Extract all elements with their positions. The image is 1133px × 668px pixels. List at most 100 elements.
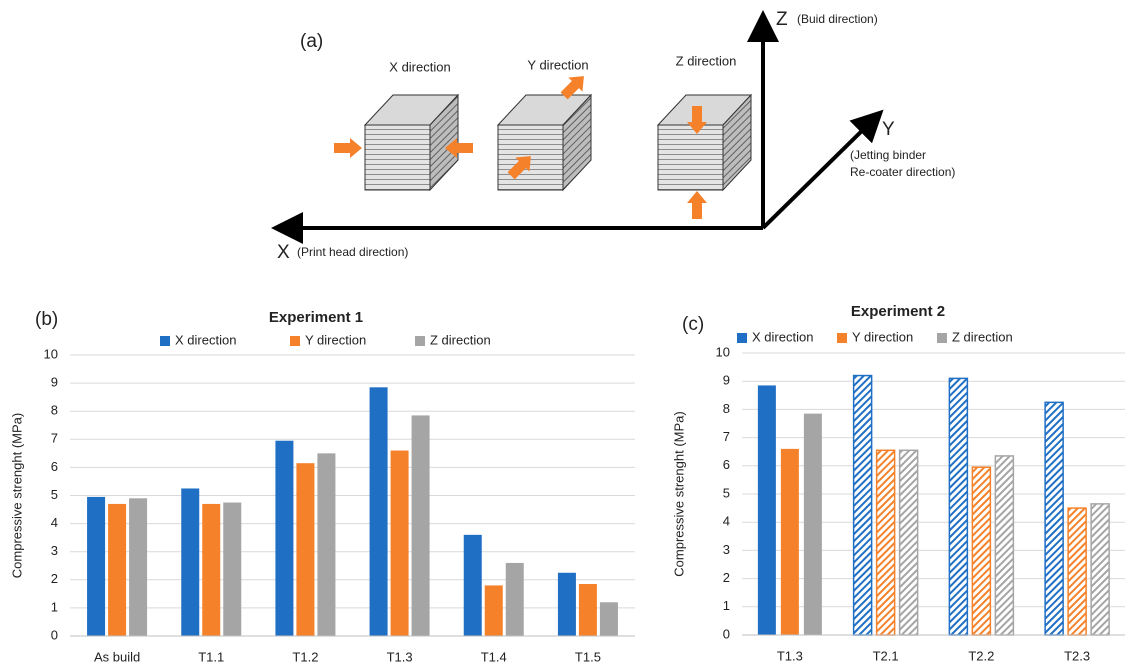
x-axis-note: (Print head direction) (297, 245, 408, 259)
bar (579, 584, 597, 636)
x-tick-label: T2.2 (968, 648, 994, 663)
chart: (b) Experiment 1 Compressive strenght (MPa… (9, 309, 635, 664)
bar (877, 450, 895, 635)
y-tick-label: 3 (51, 543, 58, 558)
x-tick-label: T1.4 (481, 649, 507, 664)
y-tick-label: 6 (723, 457, 730, 472)
y-tick-label: 1 (723, 598, 730, 613)
legend-label: Y direction (305, 332, 366, 347)
load-arrow (334, 138, 362, 158)
bar (900, 450, 918, 635)
y-tick-label: 3 (723, 542, 730, 557)
y-axis-note: (Jetting binder (850, 148, 926, 162)
x-tick-label: T1.2 (292, 649, 318, 664)
bar (1091, 504, 1109, 635)
cube-label: X direction (389, 59, 450, 74)
bar (202, 504, 220, 636)
legend-swatch (415, 336, 425, 346)
x-tick-label: T1.5 (575, 649, 601, 664)
bar (129, 498, 147, 636)
legend-swatch (937, 333, 947, 343)
y-tick-label: 7 (723, 429, 730, 444)
y-tick-label: 6 (51, 459, 58, 474)
figure: (a) Z (Buid direction) Y (Jetting binder… (0, 0, 1133, 668)
x-tick-label: T1.3 (777, 648, 803, 663)
legend-label: X direction (175, 332, 236, 347)
y-tick-label: 0 (723, 626, 730, 641)
load-arrow (687, 191, 707, 219)
y-tick-label: 7 (51, 431, 58, 446)
bar (87, 497, 105, 636)
cube-label: Z direction (676, 53, 737, 68)
bar (317, 453, 335, 636)
y-tick-label: 8 (51, 403, 58, 418)
bar (296, 463, 314, 636)
bar (995, 456, 1013, 635)
y-tick-label: 5 (51, 487, 58, 502)
bar (949, 378, 967, 635)
panel-label: (b) (35, 309, 58, 330)
y-axis-label: Y (882, 119, 895, 140)
x-axis-label: X (277, 242, 290, 263)
panel-label: (a) (300, 31, 323, 52)
y-axis-title: Compressive strenght (MPa) (9, 413, 24, 578)
y-tick-label: 5 (723, 485, 730, 500)
x-tick-label: T2.3 (1064, 648, 1090, 663)
charts: (b) Experiment 1 Compressive strenght (MPa… (9, 303, 1125, 664)
chart-title: Experiment 1 (269, 309, 363, 326)
bar (758, 385, 776, 635)
cube-front (658, 125, 723, 190)
y-tick-label: 4 (51, 515, 58, 530)
bar (972, 467, 990, 635)
z-axis-note: (Buid direction) (797, 12, 878, 26)
y-tick-label: 1 (51, 599, 58, 614)
y-tick-label: 9 (51, 375, 58, 390)
bar (391, 451, 409, 636)
x-tick-label: T1.1 (198, 649, 224, 664)
y-tick-label: 0 (51, 627, 58, 642)
x-tick-label: T2.1 (873, 648, 899, 663)
legend-label: Z direction (952, 329, 1013, 344)
bar (275, 441, 293, 636)
y-tick-label: 10 (716, 344, 730, 359)
bar (506, 563, 524, 636)
legend-label: Z direction (430, 332, 491, 347)
bar (558, 573, 576, 636)
bar (108, 504, 126, 636)
panel-label: (c) (682, 314, 704, 335)
bar (1068, 508, 1086, 635)
chart-title: Experiment 2 (851, 303, 945, 320)
x-tick-label: T1.3 (387, 649, 413, 664)
bar (223, 503, 241, 636)
bar (1045, 402, 1063, 635)
legend-label: Y direction (852, 329, 913, 344)
legend-swatch (837, 333, 847, 343)
legend-label: X direction (752, 329, 813, 344)
y-axis-title: Compressive strenght (MPa) (671, 411, 686, 576)
cube-front (365, 125, 430, 190)
bar (854, 376, 872, 635)
diagram: (a) Z (Buid direction) Y (Jetting binder… (277, 9, 955, 263)
bar (804, 414, 822, 635)
y-axis-note: Re-coater direction) (850, 165, 955, 179)
bar (600, 602, 618, 636)
bar (464, 535, 482, 636)
bar (485, 585, 503, 636)
bar (412, 415, 430, 636)
y-tick-label: 4 (723, 514, 730, 529)
y-tick-label: 10 (44, 346, 58, 361)
bar (370, 387, 388, 636)
legend-swatch (737, 333, 747, 343)
chart: (c) Experiment 2 Compressive strenght (MPa… (671, 303, 1125, 663)
bar (181, 488, 199, 636)
z-axis-label: Z (776, 9, 788, 30)
y-tick-label: 9 (723, 373, 730, 388)
cube-label: Y direction (527, 57, 588, 72)
x-tick-label: As build (94, 649, 140, 664)
y-tick-label: 2 (51, 571, 58, 586)
bar (781, 449, 799, 635)
y-tick-label: 2 (723, 570, 730, 585)
y-tick-label: 8 (723, 401, 730, 416)
legend-swatch (290, 336, 300, 346)
legend-swatch (160, 336, 170, 346)
